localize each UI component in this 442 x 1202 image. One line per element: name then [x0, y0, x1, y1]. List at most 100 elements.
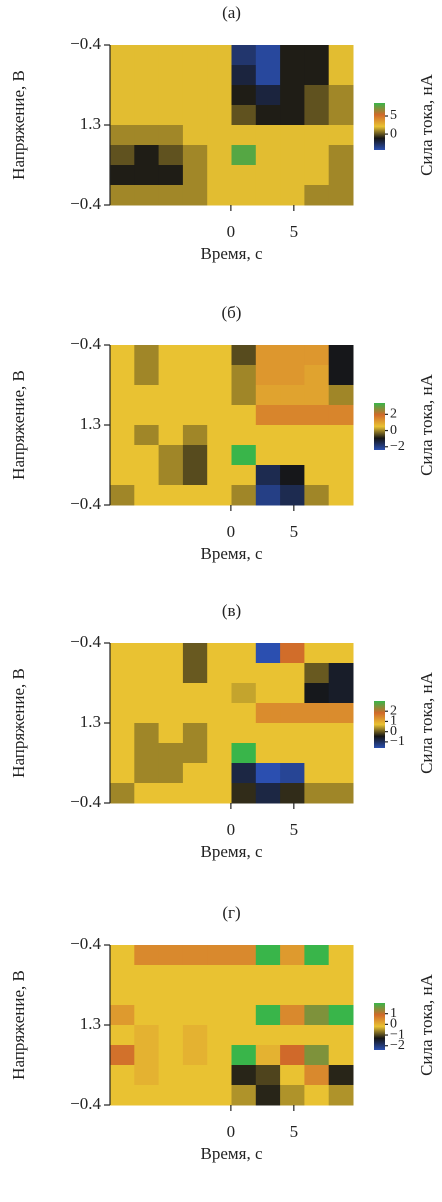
heatmap-cell: [158, 763, 184, 784]
heatmap-cell: [110, 945, 135, 966]
heatmap-cell: [134, 45, 160, 66]
heatmap-cell: [207, 145, 232, 166]
heatmap-cell: [328, 683, 354, 704]
heatmap-cell: [304, 145, 330, 166]
heatmap-cell: [207, 165, 232, 186]
heatmap-cell: [255, 1025, 281, 1046]
colorbar-label: Сила тока, нА: [417, 671, 436, 774]
heatmap-cell: [304, 385, 330, 406]
heatmap-cell: [255, 425, 281, 446]
heatmap-cell: [110, 763, 135, 784]
heatmap-cell: [110, 1065, 135, 1086]
heatmap-cell: [280, 445, 305, 466]
heatmap-cell: [280, 985, 305, 1006]
heatmap-cell: [255, 365, 281, 386]
heatmap-cell: [182, 723, 208, 744]
colorbar: [374, 1003, 385, 1050]
heatmap-cell: [280, 743, 305, 764]
colorbar-tick-label: 2: [390, 407, 397, 422]
colorbar-tick-label: −1: [390, 1027, 405, 1042]
heatmap-cell: [182, 1085, 208, 1106]
heatmap-cell: [231, 945, 257, 966]
heatmap-cell: [110, 145, 135, 166]
heatmap-cell: [304, 743, 330, 764]
heatmap-cell: [328, 945, 354, 966]
heatmap-cell: [328, 783, 354, 804]
heatmap-cell: [304, 1005, 330, 1026]
heatmap-cell: [207, 763, 232, 784]
heatmap-cell: [280, 185, 305, 206]
heatmap-cell: [158, 1065, 184, 1086]
heatmap-cell: [280, 965, 305, 986]
heatmap-cell: [328, 85, 354, 106]
colorbar-tick-label: 0: [390, 423, 397, 438]
heatmap-cell: [255, 145, 281, 166]
heatmap-cell: [207, 683, 232, 704]
heatmap-cell: [328, 485, 354, 506]
heatmap-cell: [280, 105, 305, 126]
heatmap-cell: [304, 465, 330, 486]
heatmap-cell: [207, 1085, 232, 1106]
y-tick-label: 1.3: [80, 114, 101, 133]
x-tick-label: 0: [227, 820, 236, 839]
heatmap-cell: [110, 723, 135, 744]
heatmap-cell: [280, 723, 305, 744]
heatmap-cell: [304, 763, 330, 784]
colorbar-label: Сила тока, нА: [417, 373, 436, 476]
heatmap-cell: [255, 185, 281, 206]
heatmap-cell: [207, 945, 232, 966]
heatmap-cell: [207, 65, 232, 86]
heatmap-cell: [110, 85, 135, 106]
heatmap-cell: [255, 985, 281, 1006]
heatmap-cell: [134, 1065, 160, 1086]
heatmap-cell: [328, 985, 354, 1006]
colorbar-tick-label: −2: [390, 439, 405, 454]
panel: (а) −0.4 1.3 −0.4 Напряжение, В 0 5 Время, с 5 0 С…: [9, 3, 436, 263]
heatmap-cell: [231, 65, 257, 86]
heatmap-cell: [110, 1085, 135, 1106]
heatmap-cell: [231, 85, 257, 106]
heatmap-cell: [134, 365, 160, 386]
heatmap-cell: [231, 425, 257, 446]
heatmap-cell: [255, 165, 281, 186]
heatmap-cell: [255, 723, 281, 744]
heatmap-cell: [110, 683, 135, 704]
heatmap-cell: [328, 703, 354, 724]
heatmap-cell: [182, 165, 208, 186]
heatmap-cell: [134, 445, 160, 466]
heatmap-cell: [328, 65, 354, 86]
heatmap-cell: [158, 1005, 184, 1026]
heatmap-cell: [207, 723, 232, 744]
heatmap-cell: [182, 345, 208, 366]
heatmap-cell: [158, 485, 184, 506]
heatmap-cell: [134, 165, 160, 186]
heatmap-cell: [134, 125, 160, 146]
heatmap-cell: [110, 165, 135, 186]
heatmap-cell: [328, 45, 354, 66]
heatmap-cell: [304, 185, 330, 206]
heatmap-cell: [231, 145, 257, 166]
heatmap-cell: [304, 663, 330, 684]
colorbar-tick-label: 0: [390, 724, 397, 739]
heatmap-cell: [280, 1065, 305, 1086]
heatmap-cell: [158, 185, 184, 206]
heatmap-cell: [231, 405, 257, 426]
heatmap-cell: [304, 345, 330, 366]
colorbar-tick-label: 1: [390, 714, 397, 729]
heatmap-cell: [158, 405, 184, 426]
heatmap-cell: [328, 1045, 354, 1066]
heatmap-cell: [328, 385, 354, 406]
heatmap-cell: [110, 425, 135, 446]
heatmap-cell: [328, 723, 354, 744]
x-tick-label: 5: [290, 820, 299, 839]
heatmap-cell: [255, 965, 281, 986]
heatmap-cell: [328, 365, 354, 386]
heatmap-cell: [207, 985, 232, 1006]
heatmap-cell: [231, 643, 257, 664]
heatmap-cell: [207, 85, 232, 106]
heatmap-cell: [255, 703, 281, 724]
heatmap-cell: [328, 965, 354, 986]
heatmap-cell: [110, 465, 135, 486]
heatmap-cell: [328, 1005, 354, 1026]
